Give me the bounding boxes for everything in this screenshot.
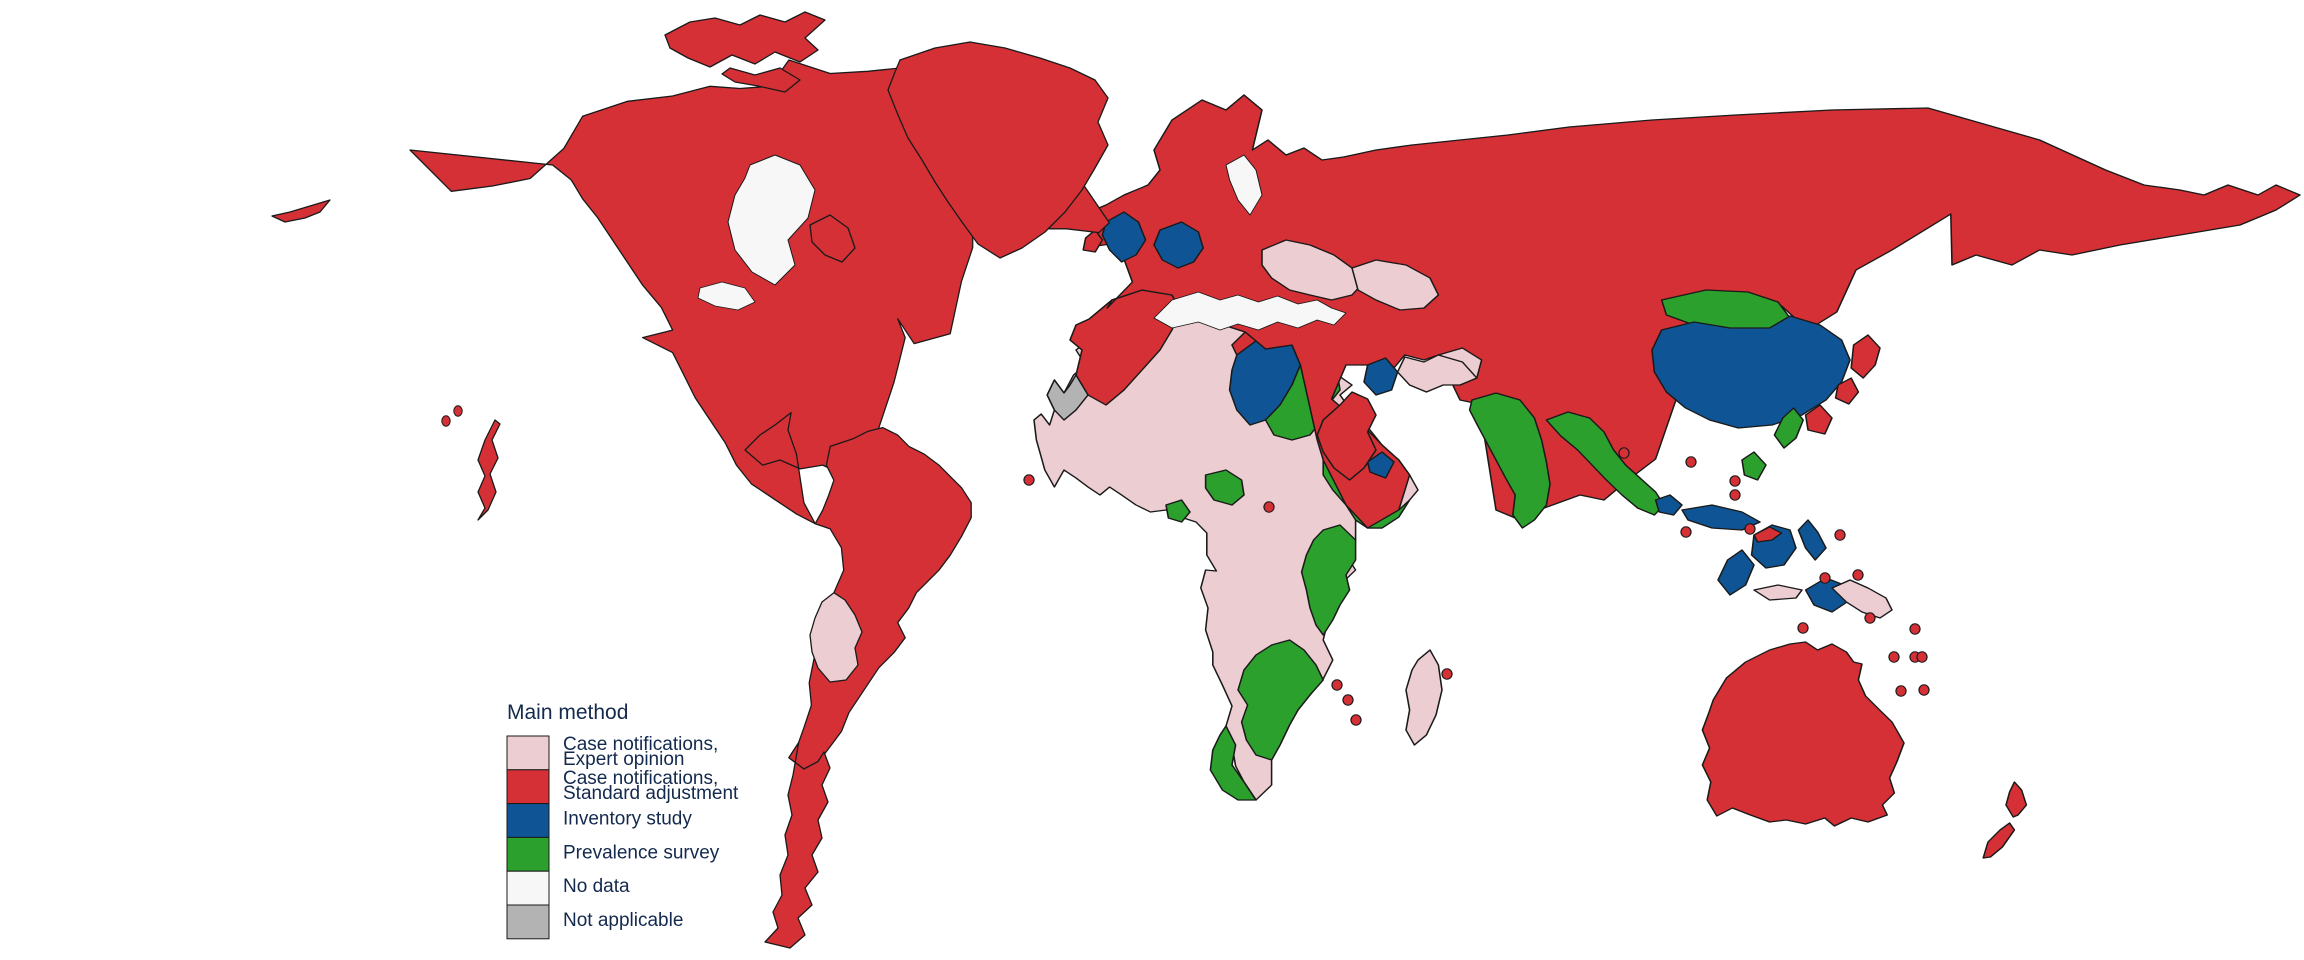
svg-text:No data: No data xyxy=(563,876,630,897)
svg-text:Not applicable: Not applicable xyxy=(563,910,683,931)
svg-text:Main method: Main method xyxy=(507,701,628,724)
svg-text:Standard adjustment: Standard adjustment xyxy=(563,783,739,804)
svg-text:Inventory study: Inventory study xyxy=(563,809,692,830)
svg-text:Prevalence survey: Prevalence survey xyxy=(563,842,720,863)
